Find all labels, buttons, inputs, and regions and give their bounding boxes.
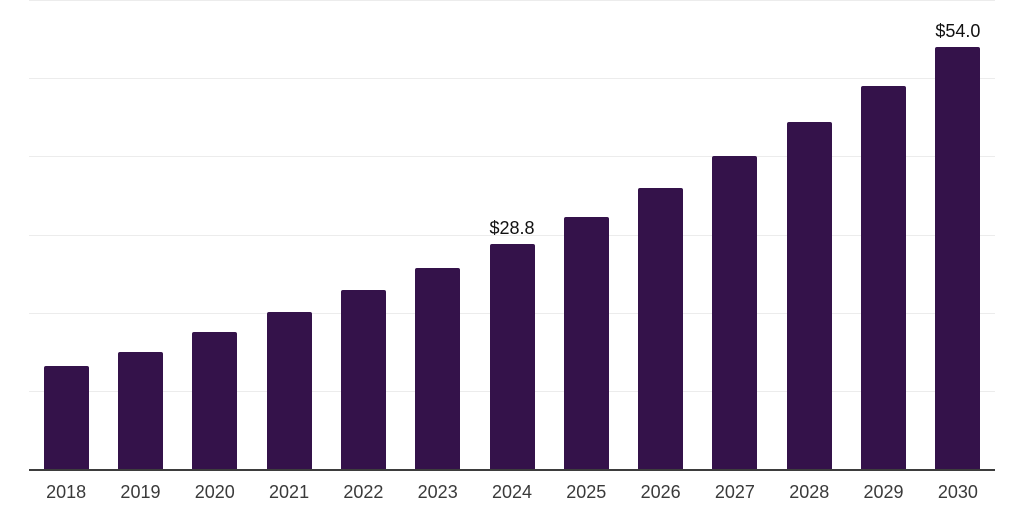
gridline-y-30 — [29, 234, 995, 236]
gridline-y-40 — [29, 156, 995, 158]
x-tick-label-2020: 2020 — [194, 482, 235, 502]
x-tick-label-2021: 2021 — [269, 482, 310, 502]
x-tick-label-2019: 2019 — [120, 482, 161, 502]
bar-2025 — [563, 216, 609, 469]
bar-2019 — [117, 351, 163, 469]
x-tick-label-2022: 2022 — [343, 482, 384, 502]
bar-2020 — [192, 332, 238, 469]
x-tick-label-2030: 2030 — [937, 482, 978, 502]
bar-2024 — [489, 243, 535, 469]
x-tick-label-2028: 2028 — [789, 482, 830, 502]
bar-2021 — [266, 311, 312, 469]
bar-2023 — [415, 268, 461, 469]
x-axis-line — [29, 469, 995, 471]
bar-2026 — [638, 187, 684, 469]
x-tick-label-2029: 2029 — [863, 482, 904, 502]
x-tick-label-2024: 2024 — [491, 482, 533, 502]
x-tick-label-2018: 2018 — [46, 482, 87, 502]
gridline-y-50 — [29, 78, 995, 80]
x-tick-label-2027: 2027 — [714, 482, 755, 502]
plot-area: $28.8 $54.0 — [29, 0, 995, 471]
x-tick-label-2025: 2025 — [566, 482, 607, 502]
gridline-y-60 — [29, 0, 995, 1]
data-label-2030: $54.0 — [935, 20, 981, 41]
bar-2030 — [935, 46, 981, 469]
x-tick-label-2026: 2026 — [640, 482, 681, 502]
bar-2018 — [43, 365, 89, 469]
bar-2029 — [861, 85, 907, 469]
x-tick-label-2023: 2023 — [417, 482, 458, 502]
bar-2028 — [786, 121, 832, 469]
bar-2022 — [340, 290, 386, 469]
data-label-2024: $28.8 — [489, 217, 535, 238]
bar-2027 — [712, 156, 758, 469]
